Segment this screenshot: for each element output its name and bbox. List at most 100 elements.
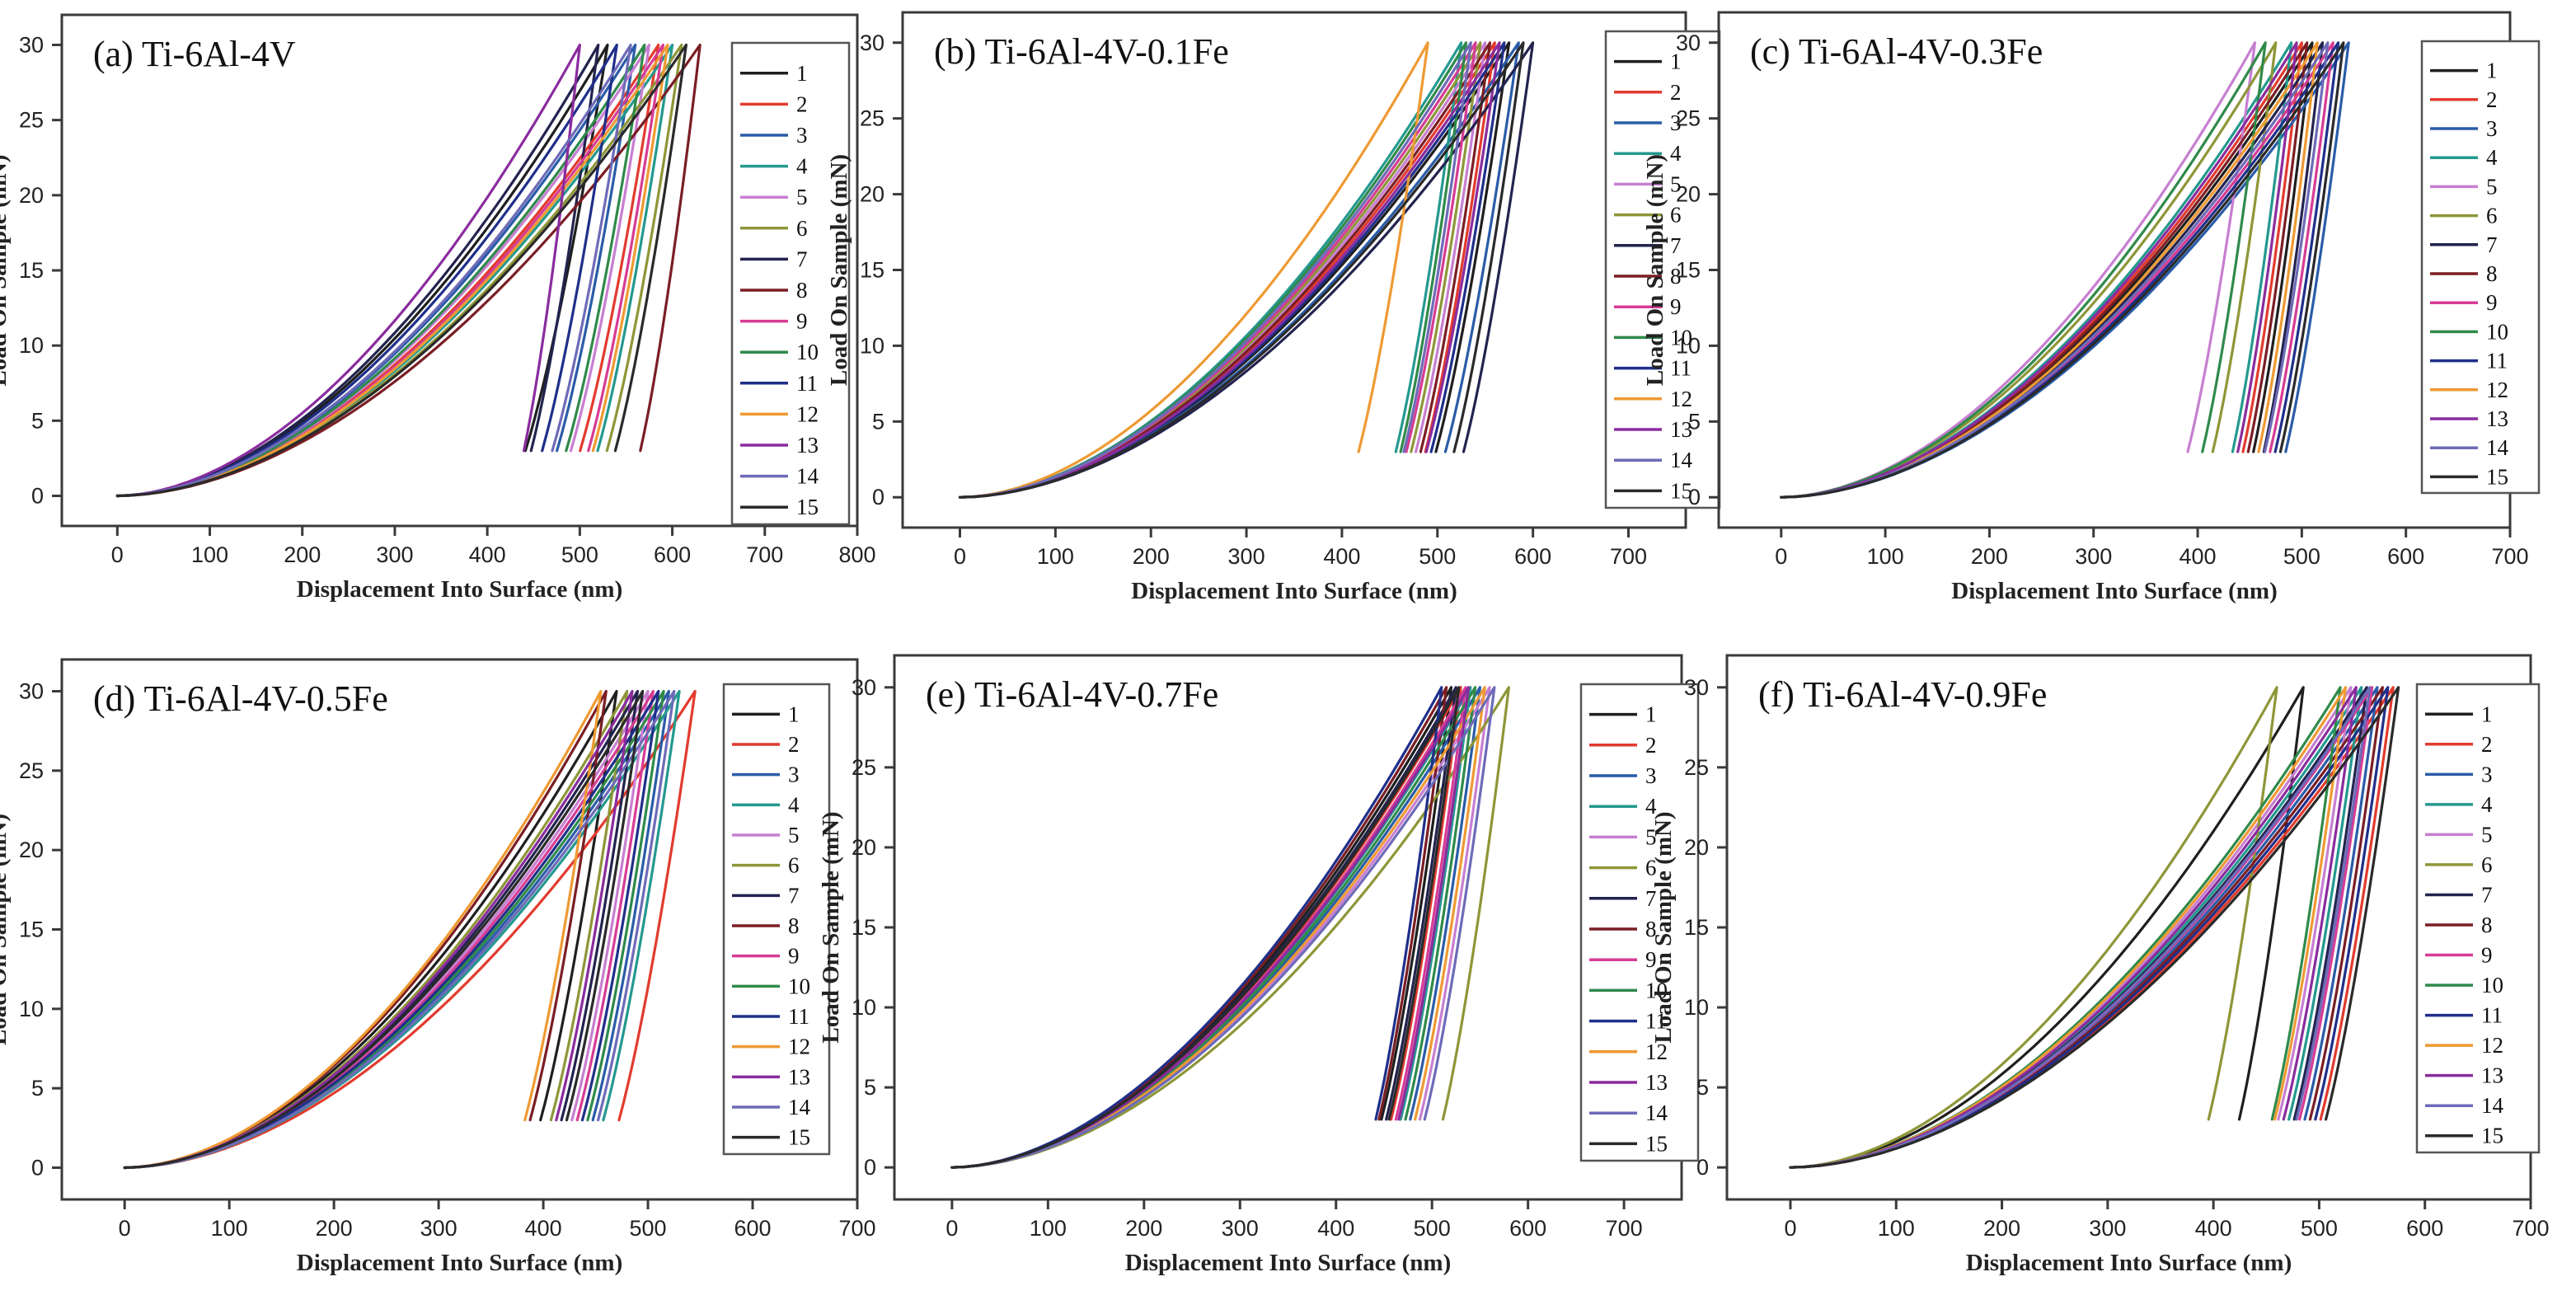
y-tick-label: 30 (860, 31, 884, 55)
panel-c: 0 100 200 300 400 500 600 700051015202530Displa… (1642, 11, 2541, 604)
y-tick-label: 20 (860, 182, 884, 207)
x-tick-label: 0 (1775, 544, 1787, 569)
legend-label: 13 (796, 433, 819, 458)
legend-label: 10 (788, 974, 810, 998)
x-tick-label: 700 (2491, 544, 2528, 569)
series-f-15-line (1789, 686, 2400, 1169)
legend-label: 6 (1670, 203, 1682, 228)
legend-label: 8 (796, 278, 808, 303)
y-tick-label: 5 (864, 1075, 876, 1100)
legend-label: 6 (2481, 852, 2493, 877)
series-e-14-line (950, 686, 1496, 1169)
legend-label: 6 (2486, 204, 2498, 228)
series-d-11-line (123, 689, 660, 1170)
legend-label: 9 (788, 944, 800, 969)
x-tick-label: 400 (1323, 544, 1360, 569)
x-tick-label: 100 (1878, 1216, 1915, 1241)
x-tick-label: 700 (2512, 1216, 2549, 1241)
legend-label: 9 (2481, 943, 2493, 968)
x-tick-label: 0 (1784, 1216, 1796, 1241)
series-d-14-line (123, 689, 676, 1170)
series-a-10-line (115, 43, 646, 498)
legend-box (2420, 40, 2541, 495)
legend-label: 6 (788, 853, 800, 878)
series-a-11-line (115, 43, 618, 498)
y-tick-label: 25 (852, 755, 876, 780)
panel-a: 0 100 200 300 400 500 600 700 800051015202530Dis… (0, 13, 876, 603)
y-tick-label: 25 (1676, 106, 1701, 131)
panel-title: (a) Ti-6Al-4V (93, 34, 296, 74)
legend-label: 2 (2486, 87, 2498, 112)
y-tick-label: 10 (860, 333, 884, 358)
x-tick-label: 600 (1514, 544, 1551, 569)
legend-label: 14 (788, 1095, 811, 1119)
x-tick-label: 200 (1133, 544, 1170, 569)
y-tick-label: 15 (860, 258, 884, 283)
series-a-7-line (115, 43, 600, 498)
x-tick-label: 500 (561, 542, 598, 567)
legend-label: 10 (1645, 978, 1668, 1002)
legend-label: 12 (2481, 1033, 2503, 1058)
legend-label: 4 (1645, 794, 1657, 819)
series-a-12-line (115, 43, 669, 498)
x-tick-label: 100 (191, 542, 228, 567)
x-tick-label: 500 (1414, 1216, 1451, 1241)
y-tick-label: 5 (1688, 409, 1701, 434)
y-tick-label: 25 (19, 758, 44, 783)
series-b-10-line (958, 41, 1468, 499)
series-b-2-line (958, 41, 1496, 499)
panel-title: (b) Ti-6Al-4V-0.1Fe (934, 31, 1229, 72)
legend-label: 15 (2486, 464, 2508, 489)
x-tick-label: 600 (2406, 1216, 2443, 1241)
series-d-13-line (123, 689, 634, 1170)
y-tick-label: 30 (1676, 31, 1701, 55)
panel-title: (e) Ti-6Al-4V-0.7Fe (926, 674, 1218, 715)
x-tick-label: 0 (945, 1216, 958, 1241)
legend-box (1579, 683, 1700, 1162)
x-axis-label: Displacement Into Surface (nm) (297, 1250, 622, 1276)
panel-d: 0 100 200 300 400 500 600 700051015202530Displa… (0, 658, 876, 1276)
x-axis-label: Displacement Into Surface (nm) (1131, 578, 1457, 604)
legend-label: 7 (1645, 886, 1657, 911)
legend-label: 13 (1645, 1070, 1668, 1095)
x-tick-label: 500 (2283, 544, 2320, 569)
y-tick-label: 10 (19, 997, 44, 1021)
y-axis-label: Load On Sample (mN) (1642, 154, 1668, 386)
legend-label: 4 (788, 792, 800, 817)
legend-label: 3 (1670, 110, 1682, 135)
series-b-12-line (958, 41, 1429, 499)
x-tick-label: 500 (1419, 544, 1456, 569)
series-d-12-line (123, 689, 603, 1170)
series-d-15-line (123, 689, 645, 1170)
series-d-6-line (123, 689, 629, 1170)
legend-label: 5 (1670, 171, 1682, 196)
x-axis-label: Displacement Into Surface (nm) (1951, 578, 2277, 604)
series-f-1-line (1789, 686, 2305, 1169)
y-tick-label: 15 (19, 918, 44, 942)
y-tick-label: 5 (31, 408, 44, 433)
legend-label: 9 (796, 309, 808, 334)
y-tick-label: 0 (1696, 1155, 1709, 1180)
y-tick-label: 0 (1688, 485, 1701, 509)
series-a-13-line (115, 43, 581, 498)
legend-label: 11 (1645, 1009, 1667, 1034)
legend-label: 3 (796, 123, 808, 148)
series-f-14-line (1789, 686, 2372, 1169)
x-axis-label: Displacement Into Surface (nm) (1125, 1250, 1451, 1276)
legend-label: 14 (796, 464, 819, 489)
legend-label: 3 (788, 763, 800, 787)
legend-label: 9 (1645, 947, 1657, 972)
x-tick-label: 600 (734, 1216, 771, 1241)
legend-label: 11 (788, 1004, 809, 1029)
y-tick-label: 0 (864, 1155, 876, 1180)
x-tick-label: 300 (2089, 1216, 2126, 1241)
x-tick-label: 0 (954, 544, 966, 569)
legend-label: 1 (1670, 49, 1682, 74)
x-axis-label: Displacement Into Surface (nm) (297, 576, 622, 603)
legend-label: 1 (1645, 702, 1657, 727)
legend-label: 5 (1645, 824, 1657, 849)
